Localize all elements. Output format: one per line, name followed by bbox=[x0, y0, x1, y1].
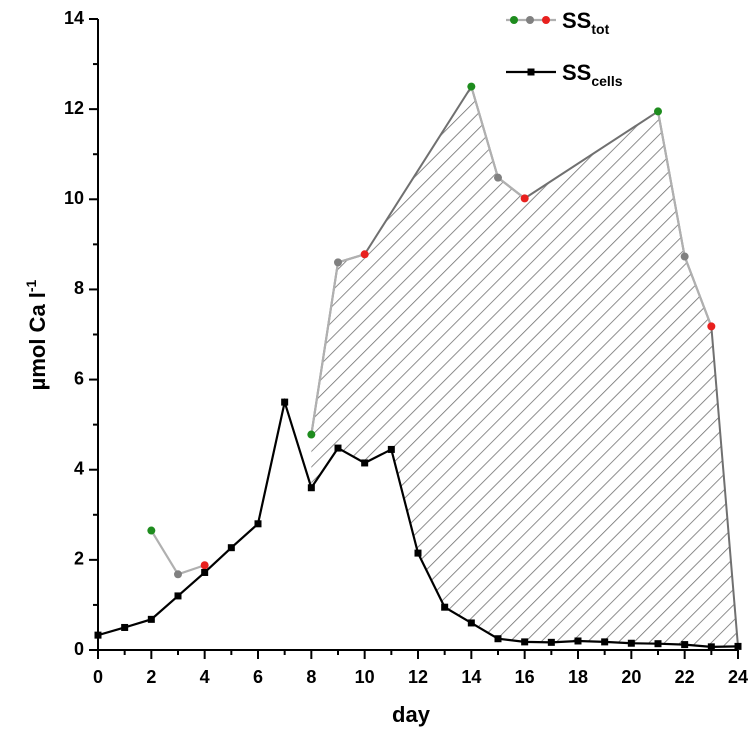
legend-marker bbox=[542, 16, 550, 24]
point bbox=[360, 250, 369, 259]
point bbox=[494, 173, 502, 182]
point bbox=[174, 592, 182, 600]
legend-label: SStot bbox=[562, 8, 610, 37]
x-tick-label: 18 bbox=[568, 667, 588, 687]
y-tick-label: 6 bbox=[74, 368, 84, 388]
y-tick-label: 12 bbox=[64, 98, 84, 118]
point bbox=[707, 643, 715, 651]
point bbox=[654, 107, 662, 116]
legend-marker bbox=[526, 16, 534, 24]
point bbox=[201, 568, 209, 576]
point bbox=[574, 637, 582, 645]
point bbox=[334, 444, 342, 452]
x-tick-label: 16 bbox=[515, 667, 535, 687]
x-tick-label: 14 bbox=[461, 667, 481, 687]
point bbox=[707, 322, 716, 331]
point bbox=[387, 445, 395, 453]
y-tick-label: 10 bbox=[64, 188, 84, 208]
y-tick-label: 0 bbox=[74, 639, 84, 659]
legend-label-sub: cells bbox=[591, 73, 622, 89]
point bbox=[680, 252, 689, 261]
y-tick-label: 2 bbox=[74, 549, 84, 569]
legend-label-name: SS bbox=[562, 8, 591, 33]
point bbox=[307, 484, 315, 492]
point bbox=[681, 641, 689, 649]
x-tick-label: 22 bbox=[675, 667, 695, 687]
point bbox=[121, 623, 129, 631]
point bbox=[361, 459, 369, 467]
point bbox=[334, 258, 342, 267]
point bbox=[147, 526, 156, 535]
point bbox=[174, 570, 182, 579]
legend-label: SScells bbox=[562, 60, 623, 89]
point bbox=[441, 603, 449, 611]
x-tick-label: 10 bbox=[355, 667, 375, 687]
x-tick-label: 6 bbox=[253, 667, 263, 687]
point bbox=[520, 194, 529, 203]
point bbox=[254, 520, 262, 528]
legend-marker bbox=[510, 16, 518, 24]
y-axis-label-text: µmol Ca l bbox=[25, 292, 50, 390]
x-tick-label: 8 bbox=[306, 667, 316, 687]
legend-marker bbox=[527, 68, 535, 76]
point bbox=[547, 638, 555, 646]
y-axis-label: µmol Ca l-1 bbox=[23, 279, 50, 390]
x-axis-label: day bbox=[392, 702, 431, 727]
x-tick-label: 24 bbox=[728, 667, 748, 687]
point bbox=[601, 638, 609, 646]
series-line bbox=[150, 529, 206, 576]
point bbox=[734, 642, 742, 650]
x-tick-label: 12 bbox=[408, 667, 428, 687]
point bbox=[414, 549, 422, 557]
point bbox=[307, 430, 316, 439]
x-tick-label: 2 bbox=[146, 667, 156, 687]
point bbox=[147, 615, 155, 623]
x-tick-label: 20 bbox=[621, 667, 641, 687]
point bbox=[227, 544, 235, 552]
point bbox=[467, 82, 476, 91]
point bbox=[494, 635, 502, 643]
point bbox=[200, 561, 209, 570]
y-tick-label: 14 bbox=[64, 8, 84, 28]
y-axis-label-sup: -1 bbox=[23, 279, 39, 292]
point bbox=[281, 398, 289, 406]
legend-label-sub: tot bbox=[591, 21, 609, 37]
y-tick-label: 8 bbox=[74, 278, 84, 298]
x-tick-label: 0 bbox=[93, 667, 103, 687]
point bbox=[627, 639, 635, 647]
legend-label-name: SS bbox=[562, 60, 591, 85]
point bbox=[467, 619, 475, 627]
hatched-area bbox=[311, 86, 738, 647]
y-tick-label: 4 bbox=[74, 458, 84, 478]
x-tick-label: 4 bbox=[200, 667, 210, 687]
point bbox=[654, 640, 662, 648]
point bbox=[521, 638, 529, 646]
point bbox=[94, 631, 102, 639]
